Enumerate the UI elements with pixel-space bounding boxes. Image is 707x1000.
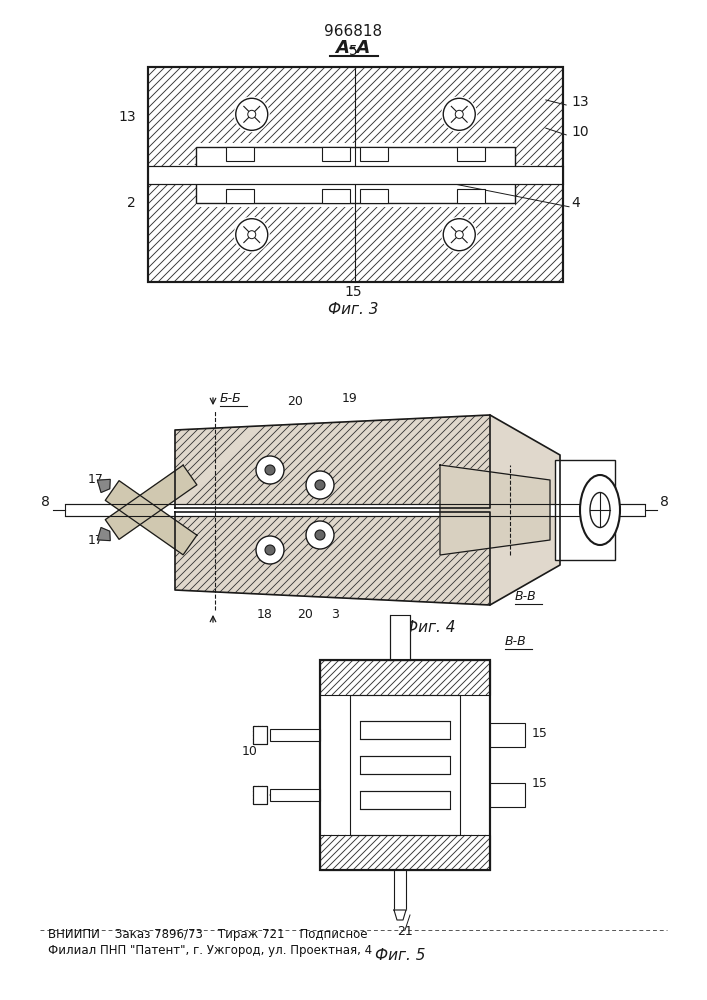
Circle shape (315, 480, 325, 490)
Bar (196, 146, 515, 202)
Text: 17: 17 (88, 473, 104, 486)
Text: А-А: А-А (335, 39, 370, 57)
Text: 17: 17 (88, 534, 104, 547)
Bar (253, 726, 267, 744)
Bar (360, 791, 450, 809)
Text: 2: 2 (127, 196, 136, 210)
Bar (270, 729, 320, 741)
Bar (226, 146, 254, 160)
Circle shape (256, 536, 284, 564)
Text: Б-Б: Б-Б (220, 392, 242, 405)
Text: Фиг. 3: Фиг. 3 (328, 302, 378, 317)
Circle shape (234, 96, 270, 132)
Bar (196, 184, 515, 207)
Ellipse shape (580, 475, 620, 545)
Text: 15: 15 (532, 727, 548, 740)
Bar (148, 165, 563, 184)
Polygon shape (440, 465, 550, 555)
Text: 3: 3 (331, 608, 339, 621)
Circle shape (306, 521, 334, 549)
Circle shape (235, 98, 268, 130)
Circle shape (256, 456, 284, 484)
Polygon shape (105, 481, 197, 555)
Polygon shape (175, 512, 490, 605)
Bar (320, 660, 490, 870)
Bar (490, 723, 525, 747)
Bar (361, 188, 389, 202)
Polygon shape (98, 528, 110, 541)
Bar (270, 789, 320, 801)
Bar (320, 660, 490, 870)
Bar (320, 835, 490, 870)
Text: 4: 4 (571, 196, 580, 210)
Text: 20: 20 (297, 608, 313, 621)
Bar (322, 146, 351, 160)
Polygon shape (394, 910, 406, 920)
Bar (253, 786, 267, 804)
Text: 13: 13 (571, 95, 589, 109)
Bar (320, 660, 490, 695)
Circle shape (443, 98, 475, 130)
Bar (148, 67, 563, 282)
Circle shape (247, 110, 256, 118)
Text: Фиг. 4: Фиг. 4 (404, 620, 455, 635)
Text: Фиг. 5: Фиг. 5 (375, 948, 425, 963)
Text: 15: 15 (344, 285, 362, 299)
Text: 19: 19 (342, 392, 358, 405)
Text: Филиал ПНП "Патент", г. Ужгород, ул. Проектная, 4: Филиал ПНП "Патент", г. Ужгород, ул. Про… (48, 944, 372, 957)
Polygon shape (105, 465, 197, 539)
Text: 13: 13 (118, 110, 136, 124)
Bar (457, 146, 485, 160)
Circle shape (234, 217, 270, 253)
Bar (65, 504, 645, 516)
Bar (555, 460, 615, 560)
Circle shape (265, 465, 275, 475)
Circle shape (306, 471, 334, 499)
Bar (253, 786, 267, 804)
Bar (360, 721, 450, 739)
Text: 20: 20 (287, 395, 303, 408)
Polygon shape (490, 415, 560, 605)
Text: 10: 10 (242, 745, 258, 758)
Text: 966818: 966818 (324, 24, 382, 39)
Bar (394, 870, 406, 910)
Text: 21: 21 (397, 925, 413, 938)
Text: 10: 10 (571, 125, 589, 139)
Bar (226, 188, 254, 202)
Bar (196, 142, 515, 164)
Bar (322, 188, 351, 202)
Circle shape (247, 231, 256, 239)
Polygon shape (98, 479, 110, 492)
Circle shape (315, 530, 325, 540)
Bar (360, 756, 450, 774)
Bar (148, 67, 563, 282)
Bar (457, 188, 485, 202)
Circle shape (235, 219, 268, 251)
Circle shape (441, 96, 477, 132)
Text: В-В: В-В (505, 635, 527, 648)
Bar (176, 164, 535, 184)
Text: 15: 15 (532, 777, 548, 790)
Circle shape (443, 219, 475, 251)
Text: 8: 8 (41, 495, 50, 509)
Bar (350, 695, 460, 835)
Text: ВНИИПИ    Заказ 7896/73    Тираж 721    Подписное: ВНИИПИ Заказ 7896/73 Тираж 721 Подписное (48, 928, 368, 941)
Text: 18: 18 (257, 608, 273, 621)
Bar (361, 146, 389, 160)
Bar (253, 726, 267, 744)
Circle shape (265, 545, 275, 555)
Text: В-В: В-В (515, 590, 537, 603)
Polygon shape (175, 415, 490, 508)
Text: 5: 5 (349, 44, 357, 58)
Bar (390, 615, 410, 660)
Circle shape (441, 217, 477, 253)
Text: 8: 8 (660, 495, 669, 509)
Circle shape (455, 231, 463, 239)
Bar (490, 783, 525, 807)
Circle shape (455, 110, 463, 118)
